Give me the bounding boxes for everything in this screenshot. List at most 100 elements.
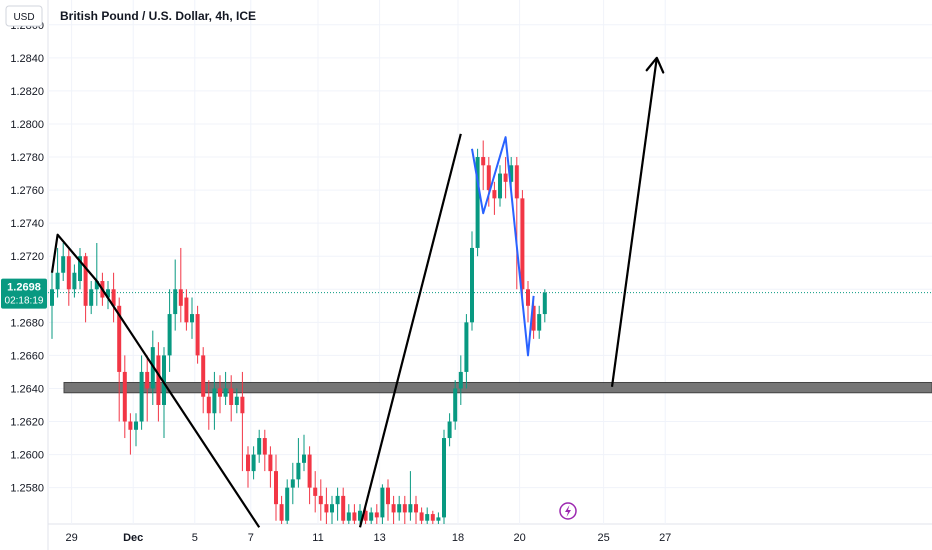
- candle: [184, 289, 189, 331]
- candle: [145, 355, 150, 422]
- y-tick-label: 1.2660: [10, 350, 44, 362]
- candle: [212, 371, 217, 430]
- candle: [352, 504, 357, 524]
- candle: [223, 371, 228, 405]
- candle: [173, 259, 178, 331]
- candle: [318, 479, 323, 521]
- y-tick-label: 1.2800: [10, 119, 44, 131]
- x-axis-ticks: 29 Dec 5 7 11 13 18 20 25 27: [65, 532, 671, 544]
- candle: [89, 281, 94, 315]
- candle: [274, 454, 278, 521]
- candle: [397, 495, 402, 521]
- candle: [442, 429, 446, 524]
- candle: [402, 495, 407, 524]
- candles: [50, 140, 547, 524]
- current-price-label: 1.2698: [7, 282, 41, 294]
- candle: [156, 342, 161, 422]
- candle: [369, 507, 374, 524]
- candle: [341, 487, 346, 524]
- y-tick-label: 1.2740: [10, 218, 44, 230]
- x-tick-label: 5: [192, 532, 198, 544]
- candle: [335, 487, 340, 521]
- trend-line[interactable]: [50, 233, 261, 528]
- candle: [430, 510, 435, 524]
- candle: [330, 495, 334, 524]
- candle: [78, 247, 82, 290]
- candle: [167, 289, 172, 372]
- candle: [537, 305, 542, 339]
- y-tick-label: 1.2840: [10, 53, 44, 65]
- price-scale-panel[interactable]: [0, 0, 48, 524]
- y-tick-label: 1.2720: [10, 251, 44, 263]
- candle: [374, 504, 379, 524]
- pattern-line[interactable]: [471, 136, 535, 357]
- x-tick-label: 27: [659, 532, 671, 544]
- candle: [481, 140, 486, 191]
- currency-button[interactable]: USD: [5, 5, 43, 27]
- y-tick-label: 1.2580: [10, 483, 44, 495]
- candle: [447, 413, 452, 447]
- candle: [503, 157, 508, 199]
- candle: [425, 507, 430, 524]
- candle: [201, 347, 206, 414]
- candle: [50, 272, 54, 339]
- lightning-event-icon[interactable]: [559, 502, 577, 520]
- trend-line[interactable]: [358, 133, 462, 528]
- candle: [61, 242, 66, 282]
- current-price-badge: 1.2698 02:18:19: [1, 278, 47, 309]
- candle: [302, 434, 306, 472]
- x-tick-label: 13: [373, 532, 385, 544]
- trend-line[interactable]: [610, 57, 658, 387]
- y-tick-label: 1.2600: [10, 450, 44, 462]
- x-tick-label: 25: [597, 532, 609, 544]
- y-tick-label: 1.2780: [10, 152, 44, 164]
- x-tick-label: 18: [452, 532, 464, 544]
- candle: [386, 479, 390, 521]
- candle: [128, 413, 133, 455]
- candle: [111, 272, 116, 323]
- candle: [178, 247, 183, 323]
- candle: [391, 495, 396, 524]
- candle: [470, 231, 474, 331]
- candle: [66, 247, 71, 306]
- candle: [106, 281, 110, 310]
- candle: [296, 438, 301, 488]
- candle: [492, 181, 497, 215]
- candle: [464, 314, 469, 389]
- candle: [134, 413, 138, 447]
- candle: [162, 347, 166, 439]
- candle: [514, 157, 519, 290]
- candle: [262, 429, 267, 472]
- y-tick-label: 1.2760: [10, 185, 44, 197]
- drawings[interactable]: [50, 56, 665, 528]
- candle: [363, 507, 368, 524]
- arrow-head[interactable]: [645, 56, 665, 74]
- candle: [453, 380, 458, 430]
- candle: [122, 355, 127, 439]
- candle: [94, 242, 99, 306]
- candle: [458, 355, 463, 405]
- candle: [139, 355, 144, 430]
- candle: [72, 264, 77, 298]
- x-tick-label: 11: [312, 532, 323, 544]
- grid: [48, 0, 932, 524]
- candle: [229, 375, 234, 422]
- countdown-label: 02:18:19: [5, 296, 44, 307]
- y-tick-label: 1.2640: [10, 383, 44, 395]
- candle: [285, 479, 290, 524]
- candle: [240, 371, 245, 472]
- candle: [380, 484, 385, 524]
- candle: [257, 429, 262, 463]
- y-axis-ticks: 1.28601.28401.28201.28001.27801.27601.27…: [10, 20, 44, 495]
- candle: [307, 446, 312, 505]
- currency-button-label: USD: [13, 12, 34, 23]
- x-tick-label: 20: [513, 532, 525, 544]
- candle: [486, 157, 491, 207]
- candle: [117, 297, 122, 422]
- candle: [55, 247, 60, 298]
- candle: [251, 446, 256, 480]
- support-zone[interactable]: [63, 381, 932, 394]
- candle: [218, 375, 222, 414]
